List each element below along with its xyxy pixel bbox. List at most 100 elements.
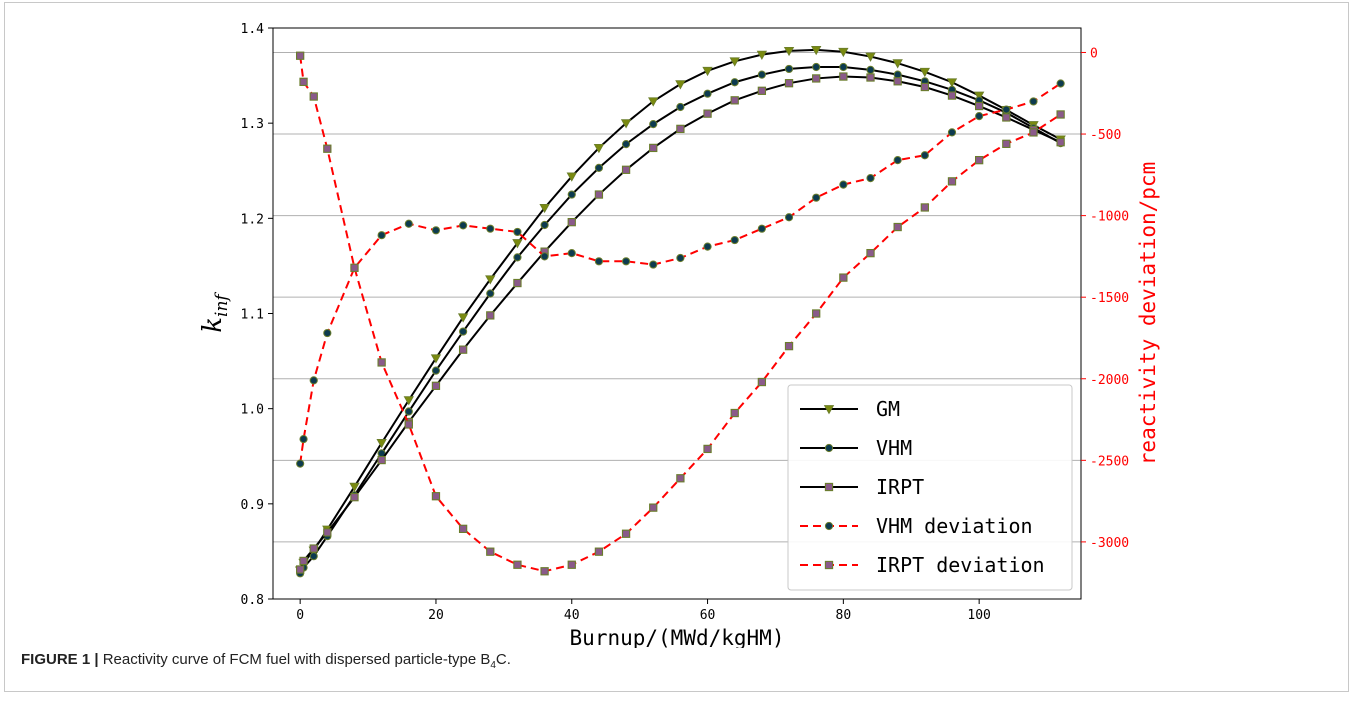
- data-point: [702, 66, 713, 77]
- data-point: [486, 289, 495, 298]
- caption-text: Reactivity curve of FCM fuel with disper…: [98, 651, 491, 668]
- data-point: [839, 62, 848, 72]
- data-point: [649, 260, 658, 269]
- figure-caption: FIGURE 1 | Reactivity curve of FCM fuel …: [21, 651, 511, 671]
- data-point: [703, 444, 712, 454]
- data-point: [975, 101, 984, 111]
- y2-tick-label: 0: [1090, 46, 1098, 61]
- data-point: [309, 552, 318, 561]
- data-point: [539, 203, 550, 214]
- data-point: [757, 70, 766, 79]
- legend-label: IRPT deviation: [876, 553, 1045, 577]
- data-point: [703, 109, 712, 118]
- data-point: [893, 156, 902, 165]
- data-point: [486, 547, 495, 556]
- data-point: [947, 128, 957, 137]
- caption-subscript: 4: [490, 660, 496, 671]
- data-point: [377, 455, 386, 465]
- data-point: [513, 278, 522, 288]
- data-point: [457, 313, 469, 323]
- data-point: [920, 82, 929, 92]
- caption-text-end: C.: [495, 651, 511, 668]
- data-point: [486, 311, 495, 320]
- data-point: [1056, 79, 1065, 88]
- data-point: [975, 111, 984, 121]
- data-point: [513, 253, 522, 262]
- data-point: [866, 173, 875, 183]
- data-point: [1029, 128, 1038, 137]
- data-point: [1002, 139, 1011, 148]
- legend-marker: [824, 482, 834, 492]
- data-point: [1056, 138, 1065, 147]
- y-tick-label: 0.9: [241, 498, 264, 513]
- data-point: [649, 503, 658, 512]
- y-tick-label: 0.8: [241, 593, 264, 608]
- data-point: [919, 67, 931, 78]
- legend-box: [787, 384, 1073, 591]
- data-point: [839, 72, 848, 81]
- data-point: [431, 492, 441, 501]
- data-point: [540, 252, 549, 261]
- data-point: [566, 172, 577, 182]
- x-tick-label: 80: [836, 608, 852, 623]
- data-point: [866, 73, 875, 82]
- y-tick-label: 1.4: [241, 22, 265, 37]
- data-point: [866, 65, 875, 74]
- data-point: [730, 78, 739, 87]
- data-point: [676, 124, 685, 134]
- data-point: [784, 79, 794, 88]
- figure-frame: 0 20 40 60 80 100 0.8 0.9 1.0 1.1 1.2 1.3 1.4 0 -500 -1…: [4, 2, 1349, 692]
- data-point: [648, 97, 659, 107]
- legend-marker: [824, 560, 834, 570]
- data-point: [783, 46, 795, 57]
- data-point: [730, 235, 739, 245]
- data-point: [430, 354, 442, 364]
- data-point: [458, 345, 468, 354]
- data-point: [812, 309, 821, 318]
- data-point: [309, 544, 318, 553]
- data-point: [649, 120, 658, 129]
- data-point: [621, 257, 631, 266]
- data-point: [839, 273, 848, 282]
- data-point: [893, 77, 902, 86]
- data-point: [486, 224, 495, 233]
- data-point: [377, 231, 386, 240]
- data-point: [812, 193, 821, 202]
- legend-label: IRPT: [876, 475, 924, 499]
- data-point: [296, 459, 305, 468]
- x-tick-label: 20: [428, 608, 444, 623]
- data-point: [431, 381, 441, 390]
- data-point: [567, 249, 576, 258]
- data-point: [676, 102, 685, 112]
- data-point: [756, 50, 768, 60]
- data-point: [403, 396, 414, 406]
- data-point: [567, 217, 576, 227]
- y2-tick-label: -1000: [1090, 210, 1129, 225]
- data-point: [540, 567, 549, 576]
- data-point: [621, 165, 631, 174]
- data-point: [839, 180, 848, 189]
- data-point: [1029, 97, 1038, 106]
- data-point: [350, 263, 359, 272]
- data-point: [757, 224, 766, 233]
- data-point: [975, 155, 984, 165]
- data-point: [404, 407, 413, 416]
- data-point: [513, 227, 522, 237]
- data-point: [323, 328, 332, 338]
- data-point: [1002, 105, 1011, 114]
- data-point: [757, 377, 767, 387]
- data-point: [703, 242, 712, 251]
- data-point: [866, 248, 875, 258]
- data-point: [459, 221, 468, 230]
- legend-marker: [823, 405, 835, 415]
- data-point: [299, 435, 308, 444]
- data-point: [947, 177, 957, 186]
- data-point: [296, 51, 305, 60]
- data-point: [350, 493, 359, 502]
- y-tick-label: 1.2: [241, 212, 264, 227]
- y-tick-label: 1.3: [241, 117, 264, 132]
- data-point: [431, 366, 441, 375]
- data-point: [757, 86, 767, 95]
- data-point: [323, 144, 332, 153]
- y-tick-label: 1.1: [241, 308, 264, 323]
